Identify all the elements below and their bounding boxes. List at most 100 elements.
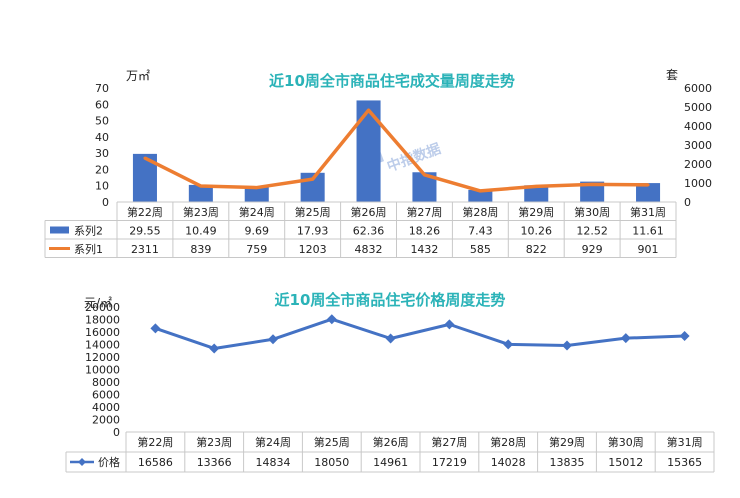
volume-right-tick: 0	[684, 196, 691, 209]
volume-category-label: 第25周	[295, 205, 331, 219]
price-data-label: 15012	[608, 456, 643, 469]
volume-category-label: 第31周	[630, 205, 666, 219]
price-point	[268, 334, 278, 345]
volume-left-tick: 50	[95, 115, 109, 128]
volume-series1-line	[144, 108, 649, 193]
price-y-tick: 0	[113, 426, 120, 439]
price-y-tick: 2000	[92, 414, 120, 427]
volume-series1-point	[143, 156, 147, 160]
price-point	[503, 339, 514, 350]
price-data-label: 13366	[197, 456, 232, 469]
volume-left-tick: 0	[102, 196, 109, 209]
volume-data-label: 759	[246, 243, 267, 256]
volume-data-label: 839	[190, 243, 211, 256]
volume-bar	[524, 185, 549, 202]
price-point	[562, 340, 572, 351]
volume-category-label: 第27周	[406, 205, 442, 219]
volume-bar	[468, 189, 493, 202]
volume-category-label: 第23周	[183, 205, 219, 219]
volume-series1-point	[367, 108, 371, 112]
price-data-label: 14961	[373, 456, 408, 469]
price-point	[620, 333, 631, 344]
volume-series1-point	[646, 183, 650, 187]
volume-data-label: 18.26	[409, 225, 441, 238]
price-y-tick: 6000	[92, 389, 120, 402]
volume-data-label: 17.93	[297, 225, 329, 238]
price-category-label: 第23周	[196, 435, 232, 449]
volume-data-label: 1432	[410, 243, 438, 256]
volume-series1-point	[534, 184, 538, 188]
volume-data-label: 10.26	[521, 225, 553, 238]
volume-category-label: 第26周	[351, 205, 387, 219]
price-data-label: 16586	[138, 456, 173, 469]
volume-category-label: 第28周	[462, 205, 498, 219]
price-data-label: 14834	[256, 456, 291, 469]
price-y-tick: 18000	[85, 314, 120, 327]
volume-bar	[580, 181, 605, 202]
volume-right-tick: 6000	[684, 82, 712, 95]
volume-data-label: 1203	[299, 243, 327, 256]
volume-left-tick: 40	[95, 131, 109, 144]
price-y-tick: 4000	[92, 401, 120, 414]
volume-category-label: 第22周	[127, 205, 163, 219]
volume-series1-point	[255, 186, 259, 190]
price-point	[385, 333, 396, 344]
volume-data-label: 901	[638, 243, 659, 256]
volume-chart: 近10周全市商品住宅成交量周度走势 万㎡ 套 0 10 20 30 40 50 60 70 0…	[44, 68, 712, 258]
price-chart-title: 近10周全市商品住宅价格周度走势	[275, 291, 506, 309]
price-data-label: 14028	[491, 456, 526, 469]
volume-data-label: 822	[526, 243, 547, 256]
volume-data-label: 7.43	[468, 225, 493, 238]
price-point	[150, 323, 161, 334]
watermark-text: 中指数据	[385, 140, 443, 175]
price-category-label: 第30周	[608, 435, 644, 449]
price-data-label: 13835	[550, 456, 585, 469]
price-y-tick: 14000	[85, 339, 120, 352]
price-data-label: 15365	[667, 456, 702, 469]
volume-category-label: 第30周	[574, 205, 610, 219]
volume-series1-point	[478, 189, 482, 193]
volume-left-tick: 60	[95, 98, 109, 111]
price-point	[679, 330, 690, 341]
price-point	[209, 343, 220, 354]
price-y-tick: 10000	[85, 364, 120, 377]
volume-series1-point	[311, 177, 315, 181]
price-category-label: 第27周	[431, 435, 467, 449]
price-point	[444, 319, 455, 330]
volume-left-tick: 10	[95, 180, 109, 193]
legend-swatch-bar	[50, 226, 69, 234]
volume-left-axis-unit: 万㎡	[126, 69, 150, 83]
volume-data-label: 585	[470, 243, 491, 256]
volume-data-label: 9.69	[245, 225, 270, 238]
price-y-tick: 8000	[92, 376, 120, 389]
volume-data-label: 10.49	[185, 225, 217, 238]
volume-left-tick: 30	[95, 147, 109, 160]
price-line	[154, 317, 685, 350]
volume-data-label: 62.36	[353, 225, 385, 238]
volume-bar	[188, 184, 213, 202]
price-point	[326, 314, 337, 325]
volume-right-tick: 1000	[684, 177, 712, 190]
price-category-label: 第29周	[549, 435, 585, 449]
price-category-label: 第24周	[255, 435, 291, 449]
volume-left-tick: 70	[95, 82, 109, 95]
price-data-label: 18050	[314, 456, 349, 469]
volume-right-tick: 5000	[684, 101, 712, 114]
price-y-tick: 16000	[85, 326, 120, 339]
price-y-tick: 20000	[85, 301, 120, 314]
volume-left-tick: 20	[95, 163, 109, 176]
volume-bar	[356, 100, 381, 202]
price-y-tick: 12000	[85, 351, 120, 364]
price-data-label: 17219	[432, 456, 467, 469]
volume-data-label: 11.61	[632, 225, 664, 238]
price-legend-marker	[78, 458, 86, 466]
price-category-label: 第28周	[490, 435, 526, 449]
volume-right-axis-unit: 套	[666, 68, 678, 82]
volume-right-tick: 3000	[684, 139, 712, 152]
volume-right-tick: 4000	[684, 120, 712, 133]
price-chart: 近10周全市商品住宅价格周度走势 元/㎡ 0200040006000800010…	[65, 291, 715, 473]
volume-data-label: 12.52	[576, 225, 608, 238]
volume-data-label: 2311	[131, 243, 159, 256]
volume-series1-point	[590, 182, 594, 186]
